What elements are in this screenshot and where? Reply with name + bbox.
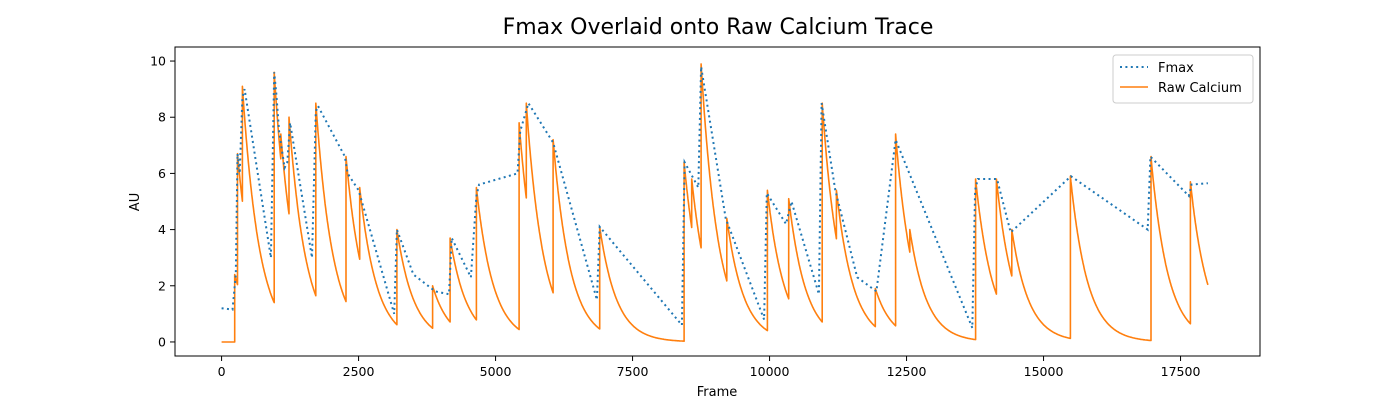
x-tick-label: 17500 bbox=[1161, 364, 1201, 379]
x-tick-label: 12500 bbox=[887, 364, 927, 379]
x-tick-label: 5000 bbox=[480, 364, 512, 379]
raw-calcium-line bbox=[221, 63, 1209, 343]
x-tick-label: 0 bbox=[218, 364, 226, 379]
fmax-line bbox=[221, 66, 1208, 329]
y-tick-label: 8 bbox=[158, 110, 166, 125]
y-tick-label: 0 bbox=[158, 334, 166, 349]
x-axis: 0 2500 5000 7500 10000 12500 15000 17500 bbox=[218, 356, 1201, 379]
plot-area bbox=[221, 63, 1209, 343]
y-axis: 0 2 4 6 8 10 bbox=[150, 54, 175, 349]
x-tick-label: 10000 bbox=[750, 364, 790, 379]
y-tick-label: 6 bbox=[158, 166, 166, 181]
legend: Fmax Raw Calcium bbox=[1112, 54, 1254, 104]
legend-fmax-label: Fmax bbox=[1158, 61, 1194, 76]
y-tick-label: 2 bbox=[158, 278, 166, 293]
x-tick-label: 15000 bbox=[1024, 364, 1064, 379]
x-axis-label: Frame bbox=[697, 385, 738, 400]
y-tick-label: 10 bbox=[150, 54, 166, 69]
legend-raw-calcium-label: Raw Calcium bbox=[1158, 81, 1242, 96]
x-tick-label: 2500 bbox=[343, 364, 375, 379]
y-axis-label: AU bbox=[128, 193, 143, 211]
y-tick-label: 4 bbox=[158, 222, 166, 237]
plot-frame bbox=[174, 46, 1261, 357]
chart-title: Fmax Overlaid onto Raw Calcium Trace bbox=[503, 15, 934, 40]
x-tick-label: 7500 bbox=[617, 364, 649, 379]
